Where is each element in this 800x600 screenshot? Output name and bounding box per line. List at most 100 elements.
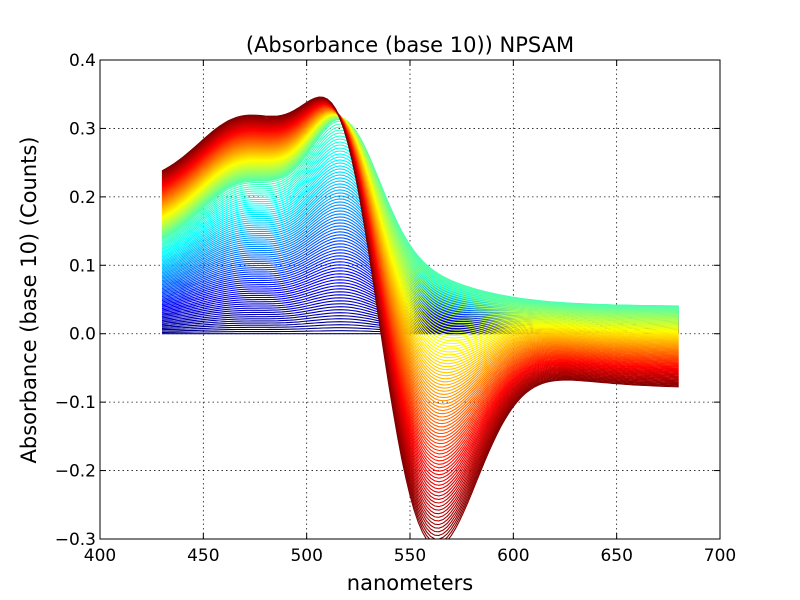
axis-ticks bbox=[99, 59, 721, 540]
spectrum-line bbox=[161, 116, 679, 319]
spectrum-line bbox=[161, 96, 679, 539]
spectrum-line bbox=[161, 114, 679, 329]
spectrum-line bbox=[161, 113, 679, 350]
spectrum-line bbox=[161, 97, 679, 536]
spectrum-line bbox=[161, 109, 679, 405]
spectrum-line bbox=[161, 100, 679, 511]
spectrum-line bbox=[161, 108, 679, 412]
spectrum-line bbox=[161, 103, 679, 479]
spectrum-line bbox=[161, 108, 679, 415]
spectrum-line bbox=[161, 116, 679, 317]
spectrum-line bbox=[161, 109, 679, 399]
spectrum-line bbox=[161, 104, 679, 469]
x-tick-label: 400 bbox=[84, 546, 116, 566]
spectrum-line bbox=[161, 110, 679, 383]
spectrum-line bbox=[161, 117, 679, 310]
spectrum-line bbox=[161, 108, 679, 418]
y-tick-label: 0.0 bbox=[69, 325, 96, 345]
spectrum-line bbox=[161, 112, 679, 359]
spectrum-line bbox=[161, 99, 679, 518]
spectrum-line bbox=[161, 112, 679, 356]
spectrum-line bbox=[161, 106, 679, 435]
spectrum-line bbox=[161, 107, 679, 431]
y-tick-label: −0.3 bbox=[55, 530, 96, 550]
y-tick-label: 0.3 bbox=[69, 119, 96, 139]
spectrum-line bbox=[161, 117, 679, 311]
spectrum-line bbox=[161, 112, 679, 368]
spectrum-line bbox=[161, 104, 679, 462]
spectrum-line bbox=[161, 100, 679, 508]
y-tick-label: 0.1 bbox=[69, 256, 96, 276]
spectrum-line bbox=[161, 114, 679, 326]
spectrum-line bbox=[161, 114, 679, 334]
spectrum-line bbox=[161, 105, 679, 455]
spectrum-line bbox=[161, 110, 679, 389]
spectrum-line bbox=[161, 114, 679, 339]
spectrum-line bbox=[161, 105, 679, 458]
spectrum-line bbox=[161, 110, 679, 386]
spectrum-line bbox=[161, 101, 679, 500]
spectrum-line bbox=[161, 113, 679, 353]
spectrum-line bbox=[161, 116, 679, 316]
spectrum-line bbox=[161, 100, 679, 504]
y-tick-labels: −0.3 −0.2 −0.1 0.0 0.1 0.2 0.3 0.4 bbox=[55, 51, 96, 550]
spectrum-line bbox=[161, 98, 679, 533]
spectrum-line bbox=[161, 111, 679, 371]
spectrum-line bbox=[161, 116, 679, 318]
spectrum-line bbox=[161, 118, 679, 307]
x-tick-label: 550 bbox=[394, 546, 426, 566]
spectrum-line bbox=[161, 106, 679, 441]
spectrum-line bbox=[161, 105, 679, 452]
spectrum-line bbox=[161, 112, 679, 362]
spectrum-line bbox=[161, 115, 679, 322]
y-tick-label: −0.1 bbox=[55, 393, 96, 413]
spectrum-line bbox=[161, 118, 679, 309]
x-tick-label: 600 bbox=[497, 546, 529, 566]
spectrum-line bbox=[161, 97, 679, 539]
spectrum-line bbox=[161, 117, 679, 312]
spectrum-line bbox=[161, 109, 679, 408]
spectrum-line bbox=[161, 98, 679, 529]
spectrum-line bbox=[161, 101, 679, 493]
spectrum-line bbox=[161, 104, 679, 465]
spectrum-line bbox=[161, 116, 679, 316]
spectrum-line bbox=[161, 107, 679, 428]
spectrum-line bbox=[161, 101, 679, 497]
spectrum-line bbox=[161, 102, 679, 490]
spectrum-line bbox=[161, 111, 679, 374]
spectrum-line bbox=[161, 115, 679, 320]
x-tick-label: 500 bbox=[290, 546, 322, 566]
x-tick-label: 450 bbox=[187, 546, 219, 566]
spectrum-line bbox=[161, 106, 679, 438]
spectrum-line bbox=[161, 108, 679, 421]
x-tick-labels: 400 450 500 550 600 650 700 bbox=[84, 546, 736, 566]
spectrum-line bbox=[161, 115, 679, 324]
spectrum-line bbox=[161, 113, 679, 347]
spectrum-line bbox=[161, 114, 679, 336]
spectrum-line bbox=[161, 114, 679, 331]
spectrum-line bbox=[161, 103, 679, 472]
spectrum-line bbox=[161, 115, 679, 323]
spectrum-line bbox=[161, 111, 679, 380]
y-tick-label: 0.2 bbox=[69, 188, 96, 208]
spectrum-line bbox=[161, 117, 679, 314]
spectrum-line bbox=[161, 112, 679, 365]
x-tick-label: 700 bbox=[704, 546, 736, 566]
spectrum-line bbox=[161, 106, 679, 445]
spectrum-line bbox=[161, 113, 679, 342]
spectrum-line bbox=[161, 99, 679, 522]
y-tick-label: −0.2 bbox=[55, 462, 96, 482]
spectrum-line bbox=[161, 111, 679, 377]
spectrum-line bbox=[161, 99, 679, 515]
spectrum-line bbox=[161, 110, 679, 392]
spectrum-line bbox=[161, 109, 679, 402]
spectrum-line bbox=[161, 115, 679, 321]
spectrum-line bbox=[161, 103, 679, 476]
spectrum-line bbox=[161, 118, 679, 308]
y-tick-label: 0.4 bbox=[69, 51, 96, 71]
spectrum-line bbox=[161, 110, 679, 395]
y-axis-label: Absorbance (base 10) (Counts) bbox=[17, 137, 41, 464]
x-axis-label: nanometers bbox=[347, 571, 473, 595]
spectrum-line bbox=[161, 96, 679, 539]
